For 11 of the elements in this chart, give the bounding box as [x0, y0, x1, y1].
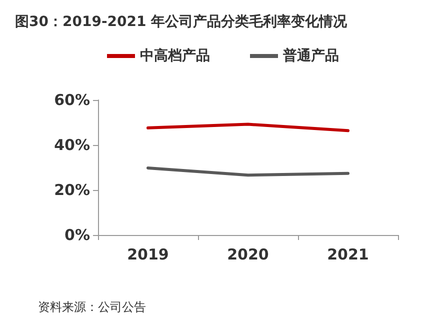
x-tick-label: 2020 [227, 246, 269, 264]
legend-label: 普通产品 [282, 47, 339, 64]
y-tick-label: 60% [54, 91, 90, 109]
chart-title: 图30：2019-2021 年公司产品分类毛利率变化情况 [15, 13, 348, 30]
y-tick-label: 0% [64, 226, 90, 244]
y-tick-label: 40% [54, 136, 90, 154]
x-tick-label: 2019 [127, 246, 169, 264]
legend-label: 中高档产品 [140, 47, 210, 64]
y-tick-label: 20% [54, 181, 90, 199]
x-tick-label: 2021 [327, 246, 369, 264]
text: 资料来源：公司公告 [38, 300, 146, 314]
